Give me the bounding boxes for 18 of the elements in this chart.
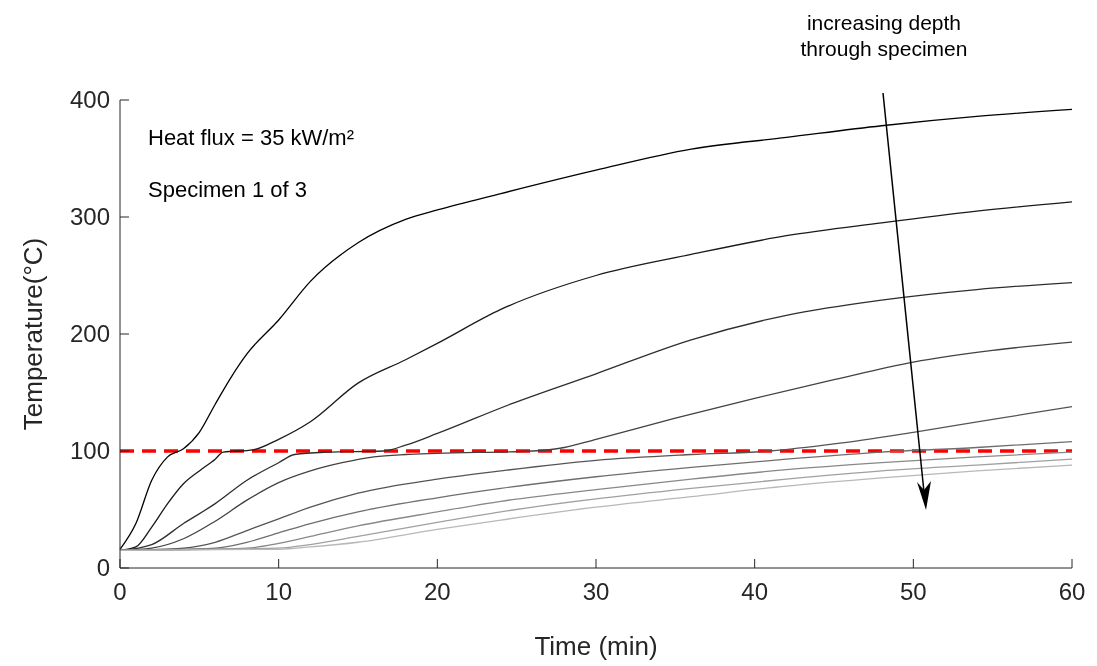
annotation: Specimen 1 of 3 (148, 177, 307, 202)
x-tick-label: 10 (265, 578, 293, 605)
y-axis-title: Temperature(°C) (18, 237, 48, 431)
x-axis-title: Time (min) (534, 631, 658, 661)
y-tick-label: 400 (69, 86, 110, 113)
x-tick-label: 30 (582, 578, 610, 605)
x-tick-label: 0 (113, 578, 127, 605)
text: increasing depth through specimen (800, 11, 968, 60)
x-tick-label: 40 (741, 578, 769, 605)
line-series (119, 108, 1073, 550)
x-tick-label: 50 (899, 578, 927, 605)
y-tick-label: 300 (69, 203, 110, 230)
x-tick-label: 60 (1058, 578, 1086, 605)
y-tick-label: 200 (69, 320, 110, 347)
x-tick-label: 20 (423, 578, 451, 605)
annotation: Heat flux = 35 kW/m² (148, 125, 355, 150)
y-tick-label: 0 (96, 554, 110, 581)
y-tick-label: 100 (69, 437, 110, 464)
